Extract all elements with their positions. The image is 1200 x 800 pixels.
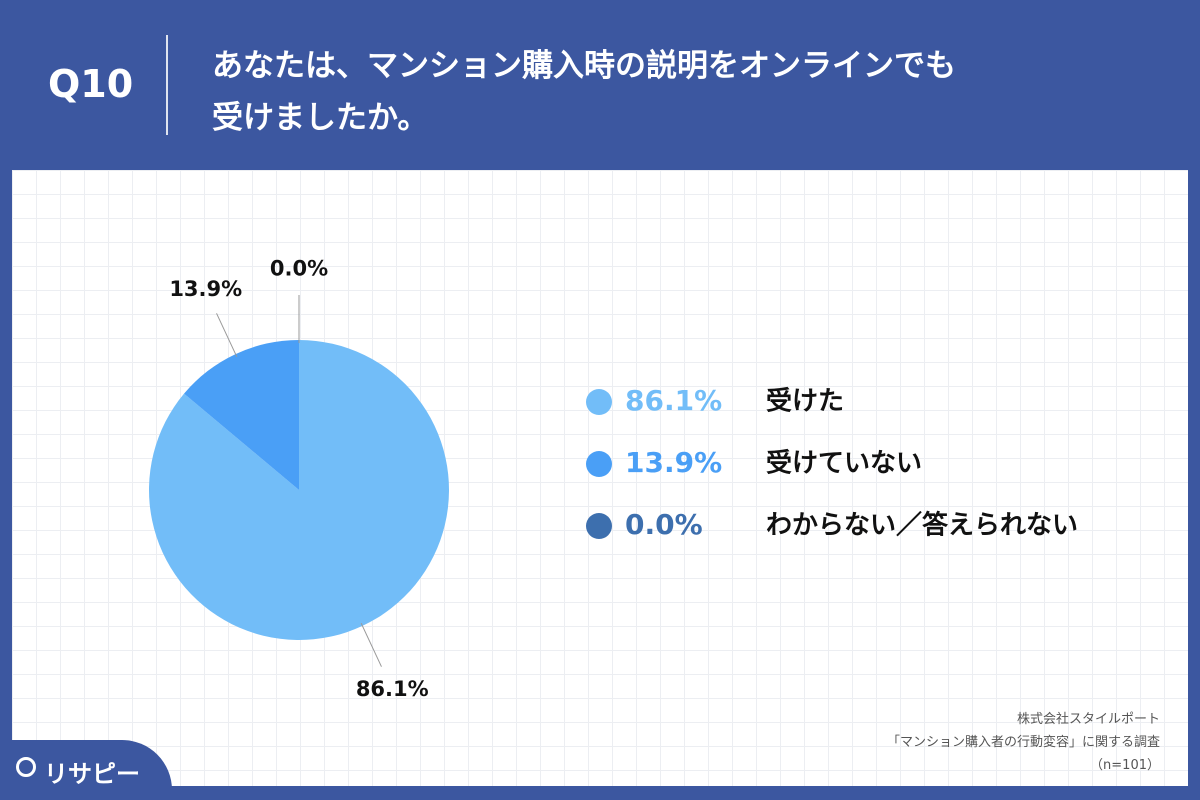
source-line: 「マンション購入者の行動変容」に関する調査 <box>886 735 1160 750</box>
logo: リサピー <box>0 740 172 800</box>
legend-value: 86.1% <box>625 384 722 417</box>
legend-value: 0.0% <box>625 508 703 541</box>
leader-line <box>216 313 238 358</box>
legend-marker <box>586 513 612 539</box>
legend-label: わからない／答えられない <box>766 510 1078 541</box>
legend-marker <box>586 451 612 477</box>
divider <box>166 35 168 135</box>
logo-text: リサピー <box>44 760 140 788</box>
source-line: 株式会社スタイルポート <box>1016 712 1160 727</box>
source: 株式会社スタイルポート 「マンション購入者の行動変容」に関する調査 （n=101… <box>887 708 1160 777</box>
legend-value: 13.9% <box>625 446 722 479</box>
question-title: あなたは、マンション購入時の説明をオンラインでも 受けましたか。 <box>212 40 956 144</box>
pie-slice <box>184 340 299 490</box>
legend-label: 受けていない <box>766 448 922 479</box>
source-line: （n=101） <box>1090 758 1160 773</box>
pie-slice <box>149 340 450 640</box>
data-label: 13.9% <box>169 277 242 301</box>
logo-icon <box>16 757 36 777</box>
leader-line <box>360 622 382 667</box>
legend-marker <box>586 389 612 415</box>
title-line: あなたは、マンション購入時の説明をオンラインでも <box>212 48 956 84</box>
question-number: Q10 <box>48 62 134 106</box>
title-line: 受けましたか。 <box>212 100 429 136</box>
data-label: 86.1% <box>356 677 429 701</box>
data-label: 0.0% <box>270 257 328 281</box>
legend-label: 受けた <box>766 386 844 417</box>
